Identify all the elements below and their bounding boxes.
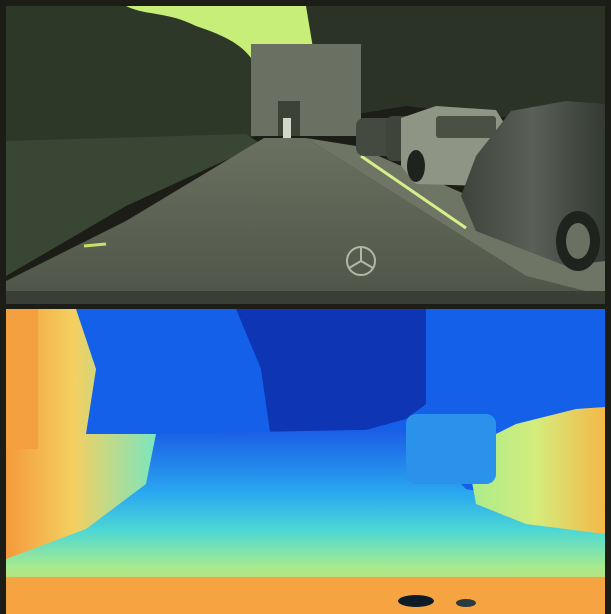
- building: [251, 44, 361, 136]
- road: [6, 138, 605, 304]
- lane-line-right: [360, 154, 467, 230]
- depth-road: [6, 429, 605, 614]
- depth-right-car: [466, 407, 605, 534]
- white-car-wheel: [407, 150, 425, 182]
- depth-left-near: [6, 309, 156, 559]
- near-car-wheel-rim: [566, 223, 590, 259]
- left-hedge: [6, 134, 261, 276]
- lane-line-left: [83, 242, 107, 248]
- depth-far-center: [236, 309, 426, 449]
- depth-map-panel: [6, 309, 605, 614]
- depth-bottom: [6, 577, 605, 614]
- depth-hood-artifact: [398, 595, 434, 607]
- camera-image-panel: [6, 6, 605, 304]
- right-trees: [306, 6, 605, 126]
- left-trees: [6, 6, 261, 156]
- camera-image: [6, 6, 605, 304]
- white-car-windshield: [436, 116, 496, 138]
- cyclist: [283, 118, 291, 138]
- car-hood: [6, 291, 605, 304]
- depth-hood-artifact-2: [456, 599, 476, 607]
- depth-mid-car: [406, 414, 496, 484]
- right-sidewalk: [306, 138, 605, 296]
- depth-left-edge: [6, 309, 38, 449]
- hood-emblem-star: [348, 247, 374, 269]
- depth-map: [6, 309, 605, 614]
